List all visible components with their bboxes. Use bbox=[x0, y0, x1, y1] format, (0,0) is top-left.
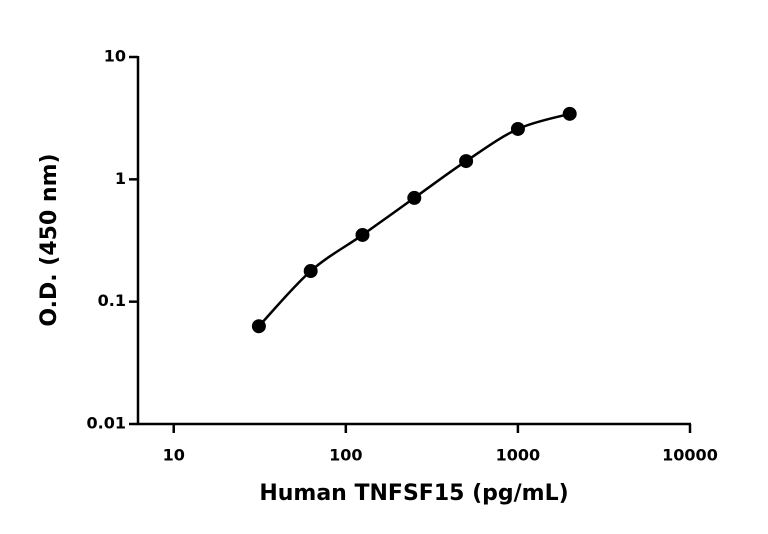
data-point bbox=[251, 319, 266, 334]
data-point bbox=[303, 264, 318, 279]
data-point bbox=[510, 121, 525, 136]
x-tick-label: 1000 bbox=[496, 446, 541, 465]
x-tick-label: 100 bbox=[329, 446, 362, 465]
data-point bbox=[459, 154, 474, 169]
y-tick-label: 10 bbox=[104, 47, 126, 66]
y-tick-label: 0.1 bbox=[98, 291, 126, 310]
x-tick-label: 10000 bbox=[662, 446, 718, 465]
data-point bbox=[355, 227, 370, 242]
data-point bbox=[562, 106, 577, 121]
x-tick-label: 10 bbox=[163, 446, 185, 465]
y-axis-title: O.D. (450 nm) bbox=[37, 153, 62, 326]
x-axis-title: Human TNFSF15 (pg/mL) bbox=[259, 481, 568, 506]
data-point bbox=[407, 190, 422, 205]
y-tick-label: 1 bbox=[115, 169, 126, 188]
y-tick-label: 0.01 bbox=[87, 414, 126, 433]
fit-curve bbox=[257, 112, 571, 328]
